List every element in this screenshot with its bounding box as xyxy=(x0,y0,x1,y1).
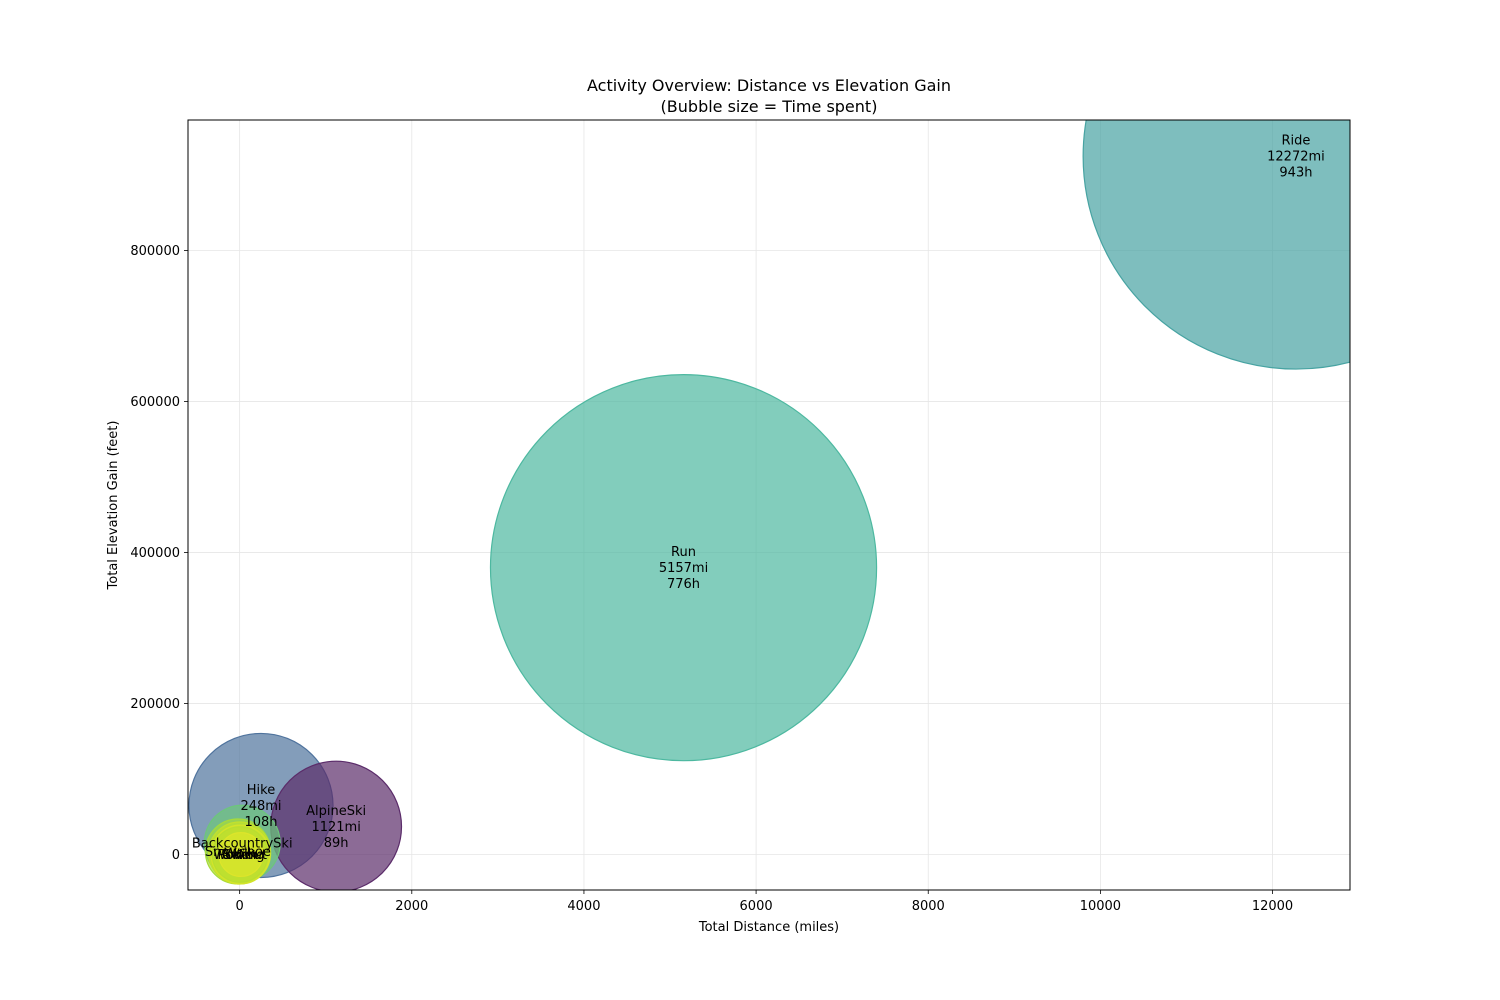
bubble-label-run: Run 5157mi 776h xyxy=(659,545,708,592)
axis-ticks: 0 2000 4000 6000 8000 10000 12000 0 200000 400000… xyxy=(130,244,1293,914)
x-axis-label: Total Distance (miles) xyxy=(698,920,839,935)
x-tick-label: 6000 xyxy=(740,899,773,914)
y-tick-label: 400000 xyxy=(130,546,180,561)
x-tick-label: 0 xyxy=(236,899,244,914)
bubble-label-snowshoe: Snowshoe xyxy=(205,845,271,860)
bubble-label-swim: Swim xyxy=(223,848,258,863)
chart-title: Activity Overview: Distance vs Elevation… xyxy=(587,76,951,95)
bubble-ride xyxy=(1082,120,1350,370)
bubble-label-alpineski: AlpineSki 1121mi 89h xyxy=(306,804,366,851)
y-tick-label: 0 xyxy=(172,848,180,863)
bubbles xyxy=(188,120,1350,890)
x-tick-label: 8000 xyxy=(912,899,945,914)
x-tick-label: 4000 xyxy=(567,899,600,914)
y-tick-label: 600000 xyxy=(130,395,180,410)
bubble-label-hike: Hike 248mi 108h xyxy=(240,783,281,830)
bubble-run xyxy=(489,374,878,762)
bubble-label-walk: Walk xyxy=(224,847,256,862)
bubble-labels: Ride 12272mi 943h Run 5157mi 776h Hike 248mi 108… xyxy=(192,134,1325,863)
y-tick-label: 800000 xyxy=(130,244,180,259)
y-tick-label: 200000 xyxy=(130,697,180,712)
bubble-rowing xyxy=(218,832,264,878)
chart-subtitle: (Bubble size = Time spent) xyxy=(661,97,878,116)
y-axis-label: Total Elevation Gain (feet) xyxy=(106,421,121,591)
plot-frame xyxy=(187,119,1351,891)
x-tick-label: 10000 xyxy=(1080,899,1121,914)
bubble-label-ride: Ride 12272mi 943h xyxy=(1267,134,1325,181)
bubble-label-rowing: Rowing xyxy=(217,848,264,863)
bubble-label-workout: Workout xyxy=(213,848,267,863)
bubble-label-backcountryski: BackcountrySki xyxy=(192,837,293,852)
x-tick-label: 2000 xyxy=(395,899,428,914)
x-tick-label: 12000 xyxy=(1252,899,1293,914)
